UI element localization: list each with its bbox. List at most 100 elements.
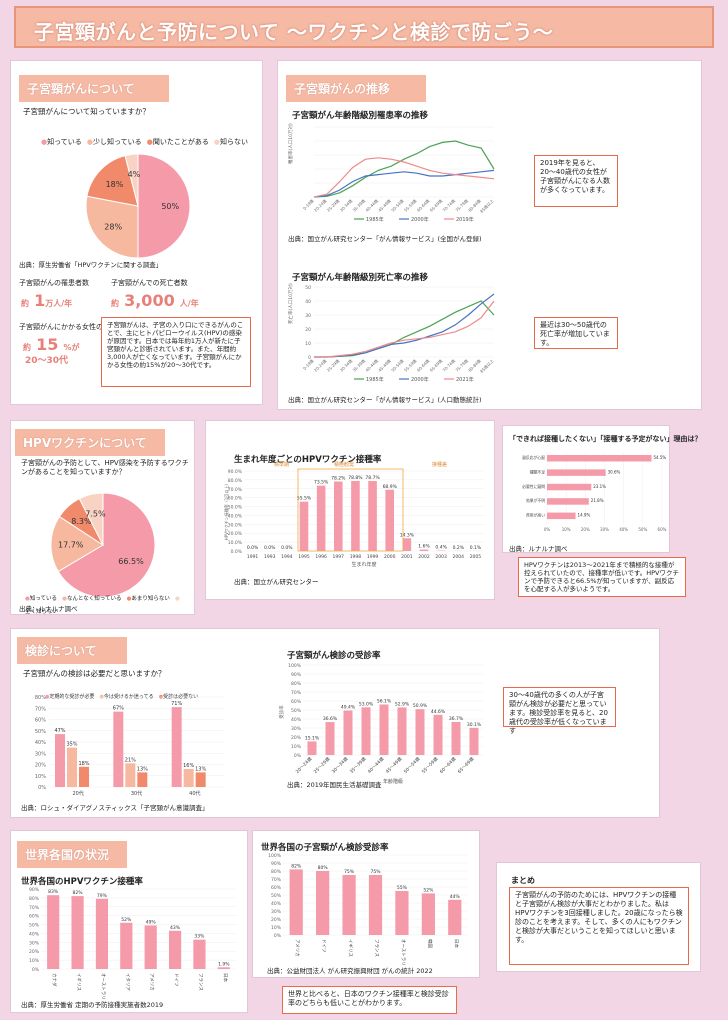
section-title: 検診について bbox=[17, 637, 127, 664]
x-tick-label: 1997 bbox=[333, 554, 345, 560]
x-tick-label: 日本 bbox=[453, 939, 460, 948]
bar bbox=[342, 875, 356, 935]
y-tick-label: 30% bbox=[291, 726, 302, 732]
bar bbox=[451, 721, 461, 755]
data-label: 0.0% bbox=[264, 545, 276, 551]
chart-title: 世界各国のHPVワクチン接種率 bbox=[21, 877, 143, 887]
y-tick-label: 20% bbox=[35, 763, 46, 769]
y-tick-label: 30% bbox=[35, 751, 46, 757]
data-label: 67% bbox=[113, 706, 124, 712]
data-label: 47% bbox=[54, 728, 65, 734]
bar bbox=[217, 967, 230, 969]
x-tick-label: 1994 bbox=[281, 554, 293, 560]
x-tick-label: 日本 bbox=[222, 973, 229, 982]
bar bbox=[183, 769, 194, 787]
section-reasons: 「できれば接種したくない」「接種する予定がない」理由は？ 0% 10% 20% 30%… bbox=[502, 425, 702, 553]
annotation-box bbox=[297, 468, 404, 552]
section-title: 子宮頸がんについて bbox=[19, 75, 169, 102]
bar bbox=[379, 704, 389, 755]
x-tick-label: 60-64歳 bbox=[415, 197, 430, 212]
data-label: 23.1% bbox=[593, 484, 606, 489]
data-label: 54.5% bbox=[653, 455, 666, 460]
bar bbox=[171, 707, 182, 787]
bar bbox=[316, 485, 326, 551]
x-tick-label: 45〜49歳 bbox=[384, 755, 404, 775]
y-tick-label: 100% bbox=[288, 663, 302, 669]
data-label: 0.2% bbox=[453, 545, 465, 551]
legend-label: 2000年 bbox=[411, 376, 429, 383]
x-tick-label: イタリア bbox=[124, 973, 131, 991]
question: 子宮頸がんの予防として、HPV感染を予防するワクチンがあることを知っていますか？ bbox=[21, 459, 189, 476]
y-axis-label: HPVワクチン接種率（1回以上） bbox=[223, 482, 229, 541]
bar bbox=[316, 871, 330, 935]
women-stat: 約 15 %が bbox=[23, 335, 79, 354]
x-tick-label: オーストラリア bbox=[100, 973, 106, 999]
note: 30〜40歳代の多くの人が子宮頸がん検診が必要だと思っています。検診受診率を見る… bbox=[503, 687, 616, 735]
mortality-line-chart: 01020304050死亡率(人口10万対)0-19歳20-24歳25-29歳3… bbox=[287, 283, 495, 383]
bar bbox=[421, 893, 435, 935]
reasons-bar-chart: 0% 10% 20% 30% 40% 50% 60% 54.5% 副反応が心配 30.6% 種類不足… bbox=[522, 452, 667, 532]
x-tick-label: 70-74歳 bbox=[441, 197, 456, 212]
y-tick-label: 0% bbox=[294, 753, 302, 759]
x-tick-label: 50-54歳 bbox=[389, 197, 404, 212]
data-label: 36.6% bbox=[323, 716, 338, 722]
awareness-pie-chart: 50% 28% 18% 4% bbox=[85, 153, 191, 259]
data-label: 18% bbox=[78, 761, 89, 767]
data-label: 55% bbox=[397, 885, 408, 891]
x-tick-label: 30〜34歳 bbox=[330, 755, 350, 775]
deaths-value: 3,000 bbox=[124, 291, 175, 310]
x-tick-label: 50% bbox=[638, 527, 647, 532]
data-label: 14.3% bbox=[400, 532, 415, 538]
y-tick-label: 0 bbox=[308, 355, 311, 361]
data-label: 71% bbox=[171, 701, 182, 707]
bar bbox=[120, 922, 133, 969]
x-tick-label: 2000 bbox=[384, 554, 396, 560]
stat-prefix: 約 bbox=[23, 343, 31, 352]
bar bbox=[368, 875, 383, 935]
data-label: 82% bbox=[73, 890, 84, 896]
bar bbox=[351, 480, 360, 551]
data-label: 15.1% bbox=[305, 735, 320, 741]
source: 出典：国立がん研究センター「がん情報サービス」(人口動態統計) bbox=[288, 396, 482, 404]
y-tick-label: 70.0% bbox=[228, 487, 243, 493]
series-line bbox=[314, 293, 495, 358]
x-tick-label: 40% bbox=[619, 527, 628, 532]
x-tick-label: 45-49歳 bbox=[377, 357, 392, 372]
bar bbox=[71, 896, 84, 969]
x-tick-label: ドイツ bbox=[321, 939, 326, 953]
y-tick-label: 100% bbox=[268, 853, 282, 859]
bar bbox=[113, 711, 124, 787]
y-tick-label: 60% bbox=[35, 718, 46, 724]
y-tick-label: 種類不足 bbox=[530, 469, 545, 474]
x-tick-label: 10% bbox=[562, 527, 571, 532]
x-tick-label: 85歳以上 bbox=[478, 357, 494, 373]
y-tick-label: 70% bbox=[271, 877, 282, 883]
world-note: 世界と比べると、日本のワクチン接種率と検診受診率のどちらも低いことがわかります。 bbox=[282, 986, 457, 1014]
note: 最近は30〜50歳代の死亡率が増加しています。 bbox=[534, 317, 618, 349]
x-tick-label: 30-34歳 bbox=[338, 357, 353, 372]
vaccination-bar-chart: 90.0% 80.0% 70.0% 60.0% 50.0% 40.0% 30.0% 20.0%… bbox=[223, 461, 484, 568]
pie-legend: ●知っている ●少し知っている ●聞いたことがある ●知らない bbox=[41, 138, 249, 146]
bar bbox=[307, 741, 317, 755]
source: 出典：ロシュ・ダイアグノスティックス「子宮頸がん意識調査」 bbox=[21, 804, 209, 812]
x-tick-label: 30代 bbox=[131, 790, 142, 797]
x-tick-label: 1995 bbox=[298, 554, 310, 560]
x-tick-label: 1998 bbox=[350, 554, 362, 560]
data-label: 68.9% bbox=[383, 484, 398, 490]
bar bbox=[144, 925, 157, 969]
y-tick-label: 0% bbox=[274, 933, 282, 939]
legend-item: 知っている bbox=[47, 138, 82, 146]
y-tick-label: 必要性に疑問 bbox=[522, 484, 545, 489]
x-tick-label: 40-44歳 bbox=[364, 357, 379, 372]
bar bbox=[397, 707, 407, 755]
question: 子宮頸がんについて知っていますか？ bbox=[23, 107, 150, 116]
data-label: 14.9% bbox=[578, 513, 591, 518]
bar bbox=[395, 891, 409, 935]
data-label: 79% bbox=[97, 893, 108, 899]
bar bbox=[368, 481, 377, 551]
legend-item: 少し知っている bbox=[92, 138, 142, 146]
pie-slice bbox=[78, 492, 104, 546]
pie-slice bbox=[57, 492, 156, 598]
source: 出典：公益財団法人 がん研究振興財団 がんの統計 2022 bbox=[267, 967, 433, 975]
y-axis-label: 受診率 bbox=[278, 705, 285, 719]
